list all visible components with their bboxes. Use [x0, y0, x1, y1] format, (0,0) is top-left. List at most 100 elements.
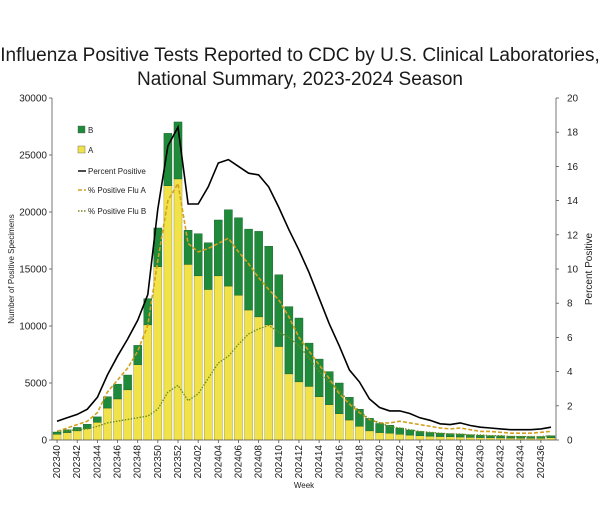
x-tick-label: 202428	[455, 445, 466, 479]
y2-tick-label: 0	[567, 436, 573, 447]
bar-flu-a	[113, 398, 122, 441]
bar-flu-b	[284, 306, 294, 375]
bar-flu-b	[264, 245, 273, 326]
y-tick-label: 25000	[19, 151, 47, 162]
y2-tick-label: 10	[567, 265, 579, 276]
bar-flu-a	[345, 419, 354, 441]
bar-flu-a	[294, 381, 304, 441]
bar-flu-a	[264, 324, 273, 441]
bar-flu-a	[274, 346, 284, 441]
bar-flu-a	[143, 324, 152, 441]
chart-title: Influenza Positive Tests Reported to CDC…	[0, 44, 600, 92]
y2-tick-label: 16	[567, 162, 579, 173]
bar-flu-b	[546, 435, 556, 438]
x-tick-label: 202342	[72, 445, 83, 479]
bar-flu-b	[133, 345, 142, 365]
bar-flu-a	[284, 373, 294, 441]
bar-flu-b	[224, 209, 233, 287]
x-tick-label: 202346	[113, 445, 124, 479]
bar-flu-b	[173, 121, 183, 180]
bar-flu-b	[244, 228, 253, 311]
bar-flu-a	[214, 275, 223, 441]
y-tick-label: 5000	[25, 379, 48, 390]
bar-flu-a	[335, 413, 344, 441]
line-percent-positive	[56, 124, 552, 431]
bar-flu-a	[193, 275, 203, 441]
ticks-group: 0 5000 10000 15000 20000 25000 30000 0 2 4 6 8 10 12 1…	[19, 94, 578, 479]
x-tick-label: 202414	[314, 445, 325, 479]
legend-label: Percent Positive	[88, 167, 146, 176]
bar-flu-b	[183, 230, 193, 265]
y2-tick-label: 8	[567, 299, 573, 310]
bar-flu-a	[415, 435, 425, 441]
x-tick-label: 202424	[415, 445, 426, 479]
x-tick-label: 202410	[274, 445, 285, 479]
bar-flu-b	[193, 233, 203, 277]
bar-flu-a	[52, 434, 62, 441]
bar-flu-a	[435, 436, 445, 441]
x-tick-label: 202430	[475, 445, 486, 479]
bar-flu-a	[425, 436, 435, 441]
x-tick-label: 202348	[133, 445, 144, 479]
bar-flu-a	[395, 434, 404, 441]
bar-flu-b	[516, 436, 525, 439]
x-tick-label: 202404	[213, 445, 224, 479]
bar-flu-a	[204, 289, 213, 441]
y-tick-label: 15000	[19, 265, 47, 276]
bar-flu-a	[405, 434, 415, 441]
bar-flu-b	[72, 427, 82, 432]
legend-item-a: A	[77, 145, 94, 155]
x-axis-label: Week	[294, 481, 315, 490]
x-tick-label: 202352	[173, 445, 184, 479]
bar-flu-b	[214, 219, 223, 277]
x-tick-label: 202402	[193, 445, 204, 479]
bar-flu-a	[385, 432, 394, 441]
legend-item-percent-positive: Percent Positive	[78, 167, 146, 176]
chart-title-line-2: National Summary, 2023-2024 Season	[136, 69, 463, 90]
y2-axis-label: Percent Positive	[584, 232, 595, 305]
bar-flu-a	[173, 178, 183, 441]
bar-flu-b	[365, 418, 374, 432]
bar-flu-a	[62, 432, 72, 441]
lines-group	[56, 124, 552, 438]
x-tick-label: 202420	[375, 445, 386, 479]
legend-swatch	[77, 145, 86, 154]
y2-tick-label: 6	[567, 333, 573, 344]
y2-tick-label: 18	[567, 128, 579, 139]
legend-label: % Positive Flu A	[88, 186, 146, 195]
bar-flu-a	[153, 266, 163, 441]
bar-flu-b	[304, 342, 314, 387]
y-tick-label: 10000	[19, 322, 47, 333]
bar-flu-a	[324, 404, 334, 441]
bar-flu-b	[113, 383, 122, 400]
y2-tick-label: 4	[567, 367, 573, 378]
bar-flu-b	[123, 374, 132, 391]
bar-flu-b	[335, 382, 344, 414]
line-percent-positive-flu-a	[56, 181, 552, 435]
x-tick-label: 202350	[153, 445, 164, 479]
x-tick-label: 202344	[92, 445, 103, 479]
legend-label: A	[88, 146, 94, 155]
y-tick-label: 20000	[19, 208, 47, 219]
y-axis-label: Number of Positive Specimens	[7, 214, 16, 323]
bar-flu-a	[355, 426, 364, 441]
bar-flu-a	[93, 422, 102, 441]
bar-flu-a	[224, 285, 233, 441]
y2-tick-label: 12	[567, 230, 579, 241]
bar-flu-a	[254, 316, 263, 441]
bar-flu-a	[304, 386, 314, 441]
bar-flu-b	[163, 133, 173, 186]
bar-flu-b	[274, 274, 284, 347]
x-tick-label: 202422	[395, 445, 406, 479]
legend-item-b: B	[77, 125, 93, 135]
bar-flu-a	[123, 389, 132, 441]
legend-item-pct-flu-a: % Positive Flu A	[78, 186, 146, 195]
bar-flu-b	[405, 429, 415, 436]
x-tick-label: 202434	[516, 445, 527, 479]
bar-flu-a	[133, 364, 142, 441]
y2-tick-label: 2	[567, 401, 573, 412]
bar-flu-b	[254, 231, 263, 318]
x-tick-label: 202432	[496, 445, 507, 479]
bar-flu-a	[183, 264, 193, 441]
x-tick-label: 202418	[354, 445, 365, 479]
